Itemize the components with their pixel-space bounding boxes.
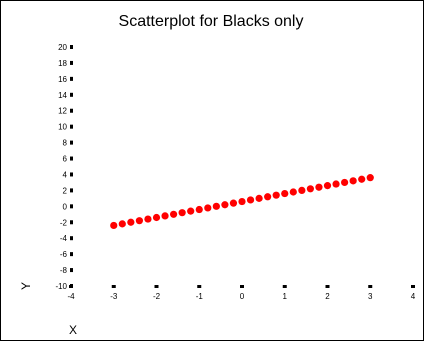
x-tick [325, 285, 330, 288]
y-tick-label: 16 [58, 75, 67, 84]
y-tick-label: -10 [55, 282, 67, 291]
data-point [110, 221, 118, 230]
data-point [306, 185, 314, 193]
x-tick [69, 285, 73, 288]
y-tick-label: -2 [60, 218, 68, 227]
data-point [152, 213, 161, 222]
y-tick [70, 268, 73, 273]
y-tick-label: 10 [58, 123, 67, 132]
data-point [221, 201, 229, 209]
data-point [289, 188, 297, 196]
data-point [204, 204, 212, 212]
y-axis-label: Y [19, 282, 33, 290]
y-tick-label: 4 [63, 170, 68, 179]
y-tick [70, 220, 73, 225]
data-point [238, 197, 246, 206]
x-tick-label: 2 [325, 292, 330, 301]
y-tick-label: -4 [60, 234, 68, 243]
data-point [358, 175, 366, 183]
y-tick-label: 20 [58, 43, 67, 52]
data-point [118, 220, 126, 228]
chart-title: Scatterplot for Blacks only [118, 13, 304, 30]
data-point [144, 215, 152, 223]
y-tick [70, 156, 73, 161]
y-tick [70, 140, 73, 145]
data-point [127, 218, 135, 226]
data-point [161, 212, 169, 220]
y-tick [70, 92, 73, 97]
x-tick [111, 285, 116, 288]
x-axis-label: X [69, 323, 77, 337]
data-point [255, 194, 263, 202]
y-tick [70, 108, 73, 113]
y-tick-label: 8 [63, 139, 68, 148]
y-tick [70, 45, 73, 49]
y-tick [70, 204, 73, 209]
x-tick-label: -4 [67, 292, 75, 301]
y-tick [70, 60, 73, 65]
x-tick-label: -3 [110, 292, 118, 301]
data-point [281, 189, 289, 198]
data-point [246, 196, 255, 204]
data-point [229, 199, 238, 207]
x-tick [240, 285, 244, 288]
data-point [341, 178, 349, 187]
y-tick-label: 0 [63, 202, 68, 211]
y-tick [70, 188, 73, 193]
y-tick [70, 236, 73, 241]
y-tick [70, 76, 73, 81]
y-tick-label: 18 [58, 59, 67, 68]
data-point [272, 191, 280, 199]
y-tick-label: 2 [63, 186, 68, 195]
y-tick-label: -8 [60, 266, 68, 275]
data-point [195, 205, 203, 214]
data-point [349, 177, 357, 185]
y-tick [70, 252, 73, 257]
data-point [187, 207, 195, 215]
x-tick-label: 1 [283, 292, 288, 301]
x-tick [197, 285, 202, 288]
data-point [212, 202, 220, 210]
data-point [315, 183, 323, 191]
x-tick-label: 3 [368, 292, 373, 301]
data-point [264, 193, 272, 201]
y-tick-label: 6 [63, 155, 68, 164]
x-tick [282, 285, 287, 288]
x-tick-label: 0 [240, 292, 245, 301]
y-tick [70, 172, 73, 177]
data-points [110, 174, 374, 230]
x-tick-label: 4 [411, 292, 416, 301]
data-point [135, 217, 143, 225]
data-point [178, 209, 186, 217]
y-tick-label: -6 [60, 250, 68, 259]
x-tick [368, 285, 373, 288]
y-tick [70, 124, 73, 129]
y-tick-label: 12 [58, 107, 67, 116]
data-point [170, 210, 178, 218]
x-tick-label: -2 [153, 292, 161, 301]
data-point [366, 174, 374, 182]
y-tick-label: 14 [58, 91, 67, 100]
data-point [332, 180, 340, 188]
data-point [323, 182, 332, 190]
x-tick [154, 285, 159, 288]
x-tick [411, 285, 415, 288]
x-tick-label: -1 [196, 292, 204, 301]
data-point [298, 186, 306, 194]
